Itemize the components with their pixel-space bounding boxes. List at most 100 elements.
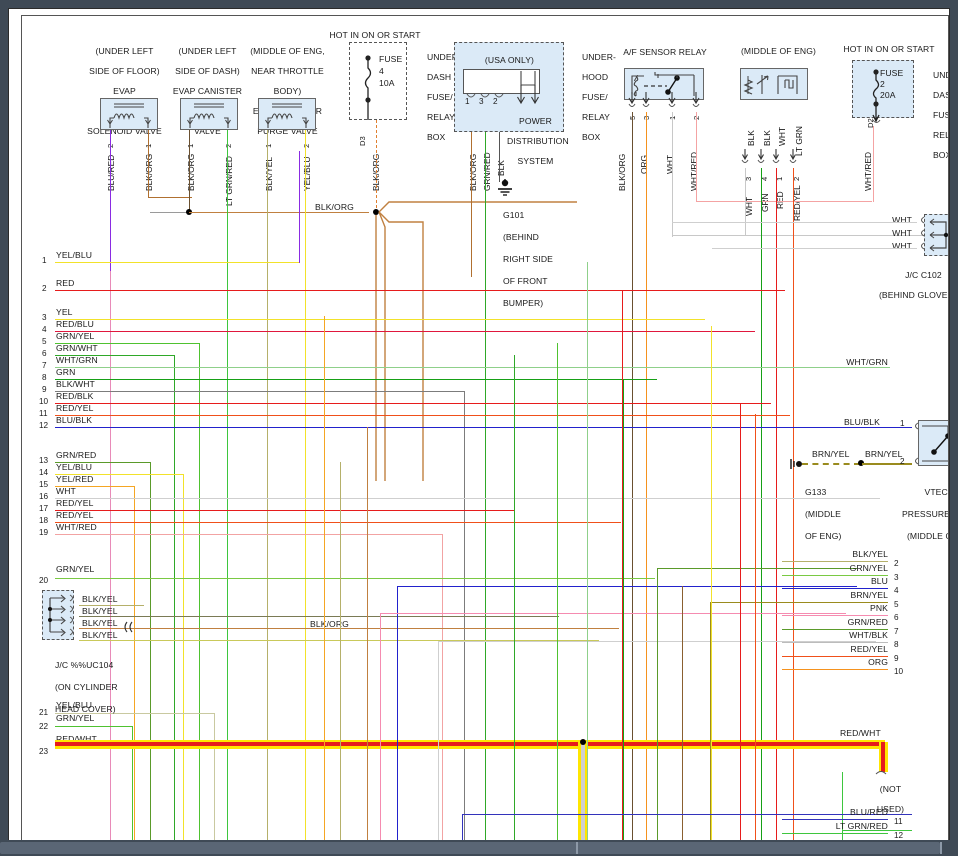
jc-c104-wire-2: BLK/YEL — [82, 606, 118, 616]
left-num-23: 23 — [39, 747, 49, 756]
evap-purge-pin-1-num: 1 — [264, 143, 273, 148]
right-wire-8 — [782, 642, 888, 643]
wire-blk-org-bypass — [148, 130, 149, 198]
evap-vent-shut-coil — [187, 103, 231, 128]
riser-x1 — [324, 316, 325, 846]
fuse4-number: 4 — [379, 66, 384, 76]
left-label-18: RED/YEL — [56, 510, 94, 520]
wire-eld-blk — [499, 132, 500, 182]
af-relay-body[interactable] — [624, 68, 704, 100]
fuse2-out-wire: WHT/RED — [863, 151, 873, 191]
jc-c104-wire-3: BLK/YEL — [82, 618, 118, 628]
eld-unit-inner-body — [463, 69, 540, 94]
af-relay-pin-2-wire: WHT/RED — [689, 151, 699, 191]
fuse4-out-tag: D3 — [358, 136, 367, 146]
left-wire-10 — [55, 403, 771, 404]
left-wire-22-riser — [132, 726, 133, 846]
midwire-d — [657, 568, 658, 846]
right-num-3: 3 — [894, 573, 899, 582]
left-label-2: RED — [56, 278, 75, 288]
fuse4-box[interactable] — [349, 42, 407, 120]
wire-blu-red-bypass-2 — [110, 271, 111, 846]
viewer-left-gutter — [0, 8, 8, 846]
wire-af-grn — [761, 168, 762, 846]
af-relay-schematic — [631, 72, 695, 97]
left-label-5: GRN/YEL — [56, 331, 95, 341]
fuse4-box-label: UNDER- DASH FUSE/ RELAY BOX — [426, 52, 461, 142]
vtec-pin-2-num: 2 — [900, 457, 905, 466]
scrollbar-tick-left — [576, 842, 578, 854]
left-wire-12 — [55, 427, 850, 428]
midwire-p-h — [462, 814, 912, 815]
left-wire-14 — [55, 474, 184, 475]
left-label-19: WHT/RED — [56, 522, 97, 532]
jc-c104-break-symbol — [124, 621, 133, 633]
vtec-switch-schematic — [922, 425, 948, 462]
af-relay-pin-arrows — [628, 92, 700, 105]
jc-c104-w4 — [79, 640, 599, 641]
junction-blk-org-d3 — [373, 209, 379, 215]
right-num-7: 7 — [894, 627, 899, 636]
wire-blk-org-bus-b — [150, 212, 190, 213]
eld-pin-2-num: 2 — [493, 97, 498, 106]
left-wire-3 — [55, 319, 705, 320]
riser-x3 — [367, 427, 368, 846]
eld-unit-box-label: UNDER- HOOD FUSE/ RELAY BOX — [581, 52, 616, 142]
left-num-19: 19 — [39, 528, 49, 537]
fuse2-number: 2 — [880, 79, 885, 89]
midwire-p — [462, 814, 463, 846]
junction-red-wht — [580, 739, 586, 745]
right-wire-5 — [782, 602, 888, 603]
left-wire-17 — [55, 510, 515, 511]
right-label-6: PNK — [870, 603, 888, 613]
right-wire-6 — [782, 615, 888, 616]
left-num-12: 12 — [39, 421, 49, 430]
right-num-5: 5 — [894, 600, 899, 609]
right-wire-2 — [782, 561, 888, 562]
left-label-3: YEL — [56, 307, 73, 317]
left-label-11: RED/YEL — [56, 403, 94, 413]
midwire-b — [380, 613, 381, 846]
wire-eld-blk-org — [471, 132, 472, 277]
evap-vent-pin-1-wire: BLK/ORG — [186, 153, 196, 191]
fuse4-heading: HOT IN ON OR START — [329, 30, 421, 40]
right-wire-11 — [782, 819, 888, 820]
evap-vent-pin-1-num: 1 — [186, 143, 195, 148]
wht-grn-right-label: WHT/GRN — [846, 357, 888, 367]
left-num-17: 17 — [39, 504, 49, 513]
jc-c104-sockets — [69, 594, 73, 636]
wire-eld-grn-red — [485, 132, 486, 846]
right-wire-12 — [782, 833, 888, 834]
not-used-label: (NOT USED) — [876, 784, 905, 814]
jc-c104-caption: J/C %%UC104 (ON CYLINDER HEAD COVER) — [54, 660, 118, 714]
eld-unit-pdu-label: POWER DISTRIBUTION SYSTEM — [506, 116, 569, 166]
g133-brn-yel-solid — [862, 463, 912, 465]
right-label-10: ORG — [868, 657, 888, 667]
wire-af-red-yel — [793, 168, 794, 846]
right-label-11: BLU/RED — [850, 807, 888, 817]
fuse2-box[interactable] — [852, 60, 914, 118]
horizontal-scrollbar-thumb[interactable] — [0, 842, 940, 854]
midwire-c — [438, 641, 439, 846]
left-label-9: BLK/WHT — [56, 379, 95, 389]
midwire-n — [622, 290, 623, 846]
wire-blk-org-long — [189, 212, 369, 213]
left-wire-2 — [55, 290, 785, 291]
left-wire-21-riser — [214, 713, 215, 846]
vtec-switch-body[interactable] — [918, 420, 948, 466]
right-label-5: BRN/YEL — [850, 590, 888, 600]
jc-c104-w2 — [79, 616, 559, 617]
jc-c102-wire-3: WHT — [892, 241, 912, 251]
left-num-15: 15 — [39, 480, 49, 489]
left-label-1: YEL/BLU — [56, 250, 93, 260]
left-wire-6 — [55, 355, 175, 356]
fuse2-socket — [872, 119, 881, 123]
fuse2-element — [872, 69, 880, 123]
left-wire-6-riser — [174, 355, 175, 846]
eld-pin-3-num: 3 — [479, 97, 484, 106]
af-sensor-connector-arrows — [742, 149, 796, 161]
jc-c102-internal — [929, 218, 948, 252]
left-label-10: RED/BLK — [56, 391, 94, 401]
left-num-9: 9 — [42, 385, 47, 394]
wire-afrelay-blk-org — [632, 112, 633, 846]
